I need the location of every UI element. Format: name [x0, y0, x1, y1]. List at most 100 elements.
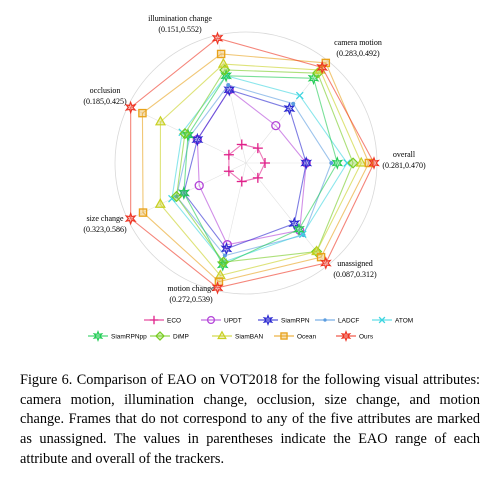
series-point [252, 143, 263, 154]
axis-label-name: motion change [167, 284, 215, 293]
axis-label-name: occlusion [90, 86, 121, 95]
legend-marker [378, 316, 386, 324]
legend-entry-updt: UPDT [201, 315, 242, 325]
series-point [217, 57, 229, 68]
series-point [216, 49, 226, 59]
figure-caption: Figure 6. Comparison of EAO on VOT2018 f… [20, 372, 480, 467]
series-point [236, 139, 247, 150]
legend-marker [323, 318, 327, 322]
series-point [331, 156, 344, 170]
legend-label: LADCF [338, 317, 359, 324]
series-point [170, 190, 183, 203]
axis-label-range: (0.272,0.539) [169, 295, 213, 304]
legend-marker [149, 315, 159, 325]
series-point [236, 176, 247, 187]
series-point [220, 68, 233, 83]
legend-marker [155, 331, 165, 341]
series-siamrpnpp [177, 68, 344, 272]
series-point [194, 180, 204, 191]
series-point [217, 256, 230, 268]
series-point [329, 160, 334, 166]
series-point [168, 194, 176, 203]
legend-entry-eco: ECO [144, 315, 181, 325]
series-line [175, 69, 354, 263]
series-line [196, 88, 307, 246]
series-layer [124, 31, 380, 295]
axis-label-range: (0.283,0.492) [336, 49, 380, 58]
series-ours [124, 31, 380, 295]
series-point [364, 158, 374, 168]
legend-label: SiamBAN [235, 333, 263, 340]
series-point [343, 159, 351, 167]
series-line [130, 37, 375, 289]
legend-marker [262, 313, 274, 327]
legend-entry-siamban: SiamBAN [212, 330, 263, 340]
axis-label-name: size change [86, 214, 124, 223]
series-point [124, 100, 137, 115]
legend-marker [92, 329, 104, 343]
series-point [154, 198, 166, 208]
series-point [295, 91, 304, 100]
series-point [271, 120, 281, 131]
legend-label: SiamRPNpp [111, 333, 147, 340]
legend-label: DiMP [173, 333, 189, 340]
legend-marker [206, 315, 216, 325]
legend: ECO UPDT SiamRPN LADCF ATOM SiamRPNpp DiMP Siam… [88, 313, 413, 343]
axis-label-range: (0.281,0.470) [382, 161, 426, 170]
axis-label-name: illumination change [148, 14, 212, 23]
radar-chart-svg: overall (0.281,0.470) camera motion (0.283,… [83, 14, 426, 343]
legend-entry-ours: Ours [336, 329, 374, 343]
axis-label-name: overall [393, 150, 416, 159]
series-point [154, 115, 166, 126]
series-point [283, 101, 296, 116]
series-eco [223, 139, 270, 187]
series-point [292, 222, 305, 237]
series-point [316, 60, 329, 75]
grid-spoke [245, 162, 328, 266]
legend-marker [340, 329, 352, 343]
axis-label-range: (0.185,0.425) [83, 97, 127, 106]
series-point [222, 253, 227, 258]
axis-label-range: (0.151,0.552) [158, 25, 202, 34]
series-point [177, 186, 190, 200]
series-point [291, 101, 296, 106]
series-line [159, 63, 362, 277]
axis-label-range: (0.087,0.312) [333, 270, 377, 279]
legend-marker [280, 332, 288, 340]
grid-spoke [127, 105, 247, 164]
series-point [260, 158, 270, 168]
series-line [141, 53, 370, 283]
series-point [319, 256, 332, 270]
axis-label-range: (0.323,0.586) [83, 225, 127, 234]
series-point [223, 149, 234, 160]
series-point [368, 156, 380, 170]
legend-label: ATOM [395, 317, 413, 324]
legend-entry-ladcf: LADCF [315, 317, 359, 324]
legend-label: Ocean [297, 333, 317, 340]
series-point [211, 280, 224, 295]
series-line [183, 75, 338, 266]
series-line [171, 75, 348, 263]
legend-label: UPDT [224, 317, 242, 324]
series-point [138, 108, 147, 118]
series-point [124, 211, 137, 226]
series-siamban [154, 57, 367, 280]
series-point [252, 172, 263, 183]
legend-entry-ocean: Ocean [274, 332, 317, 340]
series-point [355, 156, 367, 167]
legend-label: ECO [167, 317, 181, 324]
axis-label-name: unassigned [337, 259, 373, 268]
series-point [179, 127, 191, 140]
series-point [211, 31, 224, 46]
series-point [311, 245, 323, 256]
series-siamrpn [177, 82, 313, 256]
series-point [300, 156, 313, 170]
legend-entry-dimp: DiMP [150, 331, 189, 341]
series-point [191, 132, 204, 147]
legend-entry-atom: ATOM [372, 316, 413, 324]
series-point [138, 208, 148, 217]
series-line [183, 89, 307, 250]
series-point [316, 252, 326, 262]
series-point [347, 157, 359, 169]
legend-label: Ours [359, 333, 374, 340]
